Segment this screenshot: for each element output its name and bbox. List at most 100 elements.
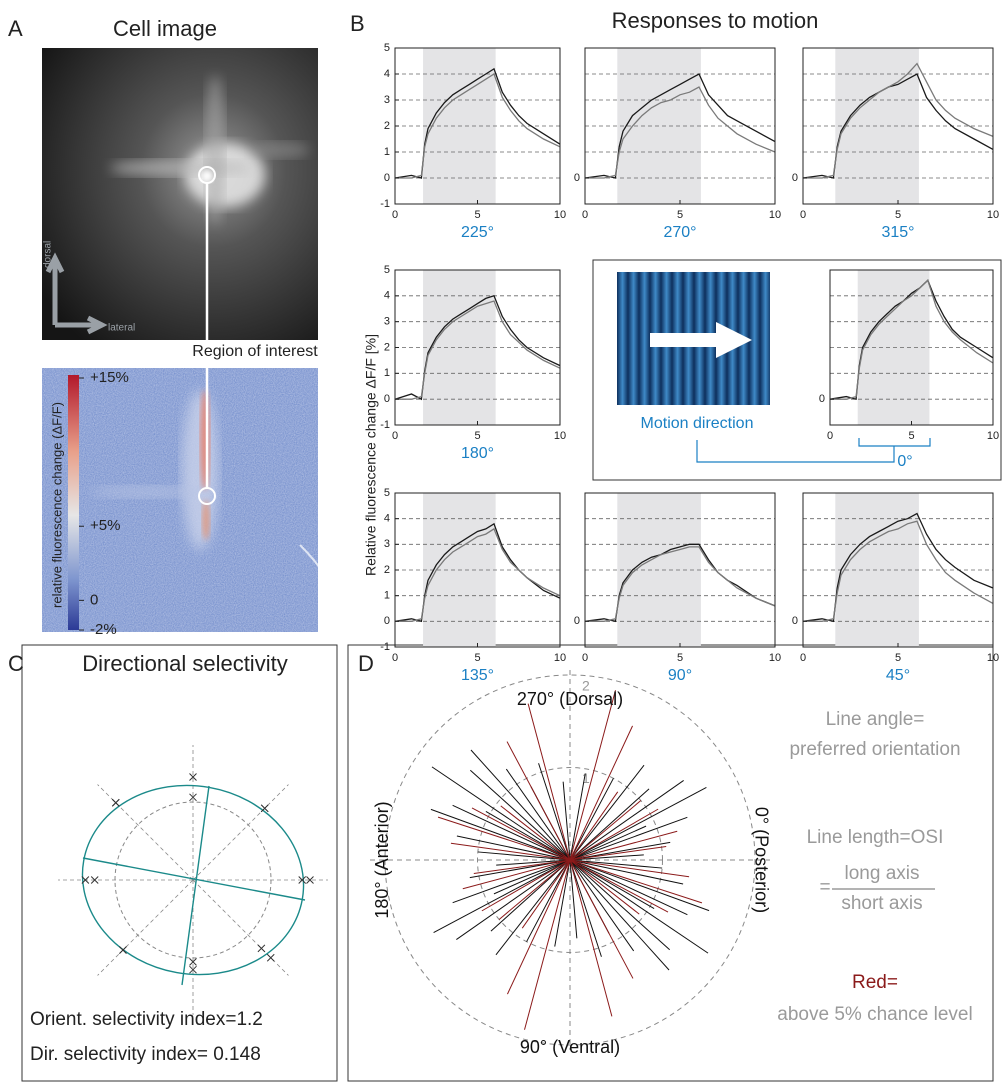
direction-label: 0° (Posterior) bbox=[751, 807, 771, 913]
y-tick-label: 0 bbox=[574, 172, 580, 184]
response-marker bbox=[260, 804, 269, 813]
response-marker bbox=[189, 793, 197, 802]
trace bbox=[585, 546, 776, 622]
x-tick-label: 5 bbox=[677, 209, 683, 221]
panel-label: D bbox=[358, 651, 374, 676]
y-tick-label: 2 bbox=[384, 120, 390, 132]
x-tick-label: 5 bbox=[895, 652, 901, 664]
response-marker bbox=[119, 946, 127, 954]
x-tick-label: 5 bbox=[895, 209, 901, 221]
response-marker bbox=[189, 773, 197, 781]
legend-text: Line angle= bbox=[826, 709, 925, 730]
response-marker bbox=[81, 876, 90, 884]
trace bbox=[802, 512, 994, 623]
y-tick-label: 0 bbox=[384, 393, 390, 405]
x-tick-label: 0 bbox=[800, 209, 806, 221]
x-tick-label: 10 bbox=[554, 209, 566, 221]
colorbar-tick-label: +5% bbox=[90, 517, 120, 534]
legend-text: preferred orientation bbox=[789, 739, 960, 760]
x-tick-label: 10 bbox=[554, 430, 566, 442]
x-tick-label: 5 bbox=[474, 209, 480, 221]
grid-circle bbox=[114, 801, 272, 959]
inset-box bbox=[592, 259, 1002, 481]
line-chart: 0 5 10 0 270° bbox=[574, 47, 781, 241]
line-chart: 0 5 10 0 0° bbox=[819, 269, 999, 470]
line-chart: 0 5 10 0 90° bbox=[574, 492, 781, 684]
y-tick-label: 2 bbox=[384, 564, 390, 576]
direction-label: 90° bbox=[668, 667, 692, 684]
direction-label: 270° (Dorsal) bbox=[517, 689, 623, 709]
y-tick-label: 1 bbox=[384, 367, 390, 379]
y-tick-label: -1 bbox=[380, 419, 390, 431]
x-tick-label: 10 bbox=[987, 652, 999, 664]
fit-axes bbox=[82, 785, 306, 986]
trace bbox=[395, 300, 561, 400]
y-tick-label: 0 bbox=[384, 615, 390, 627]
legend-text: short axis bbox=[841, 893, 922, 914]
direction-label: 225° bbox=[461, 224, 494, 241]
roi-marker bbox=[198, 166, 216, 184]
panel-label: A bbox=[8, 16, 23, 41]
trace bbox=[803, 62, 994, 179]
response-image bbox=[42, 368, 326, 632]
trace bbox=[585, 86, 776, 179]
y-tick-label: 1 bbox=[384, 146, 390, 158]
y-axis-title: Relative fluorescence change ΔF/F [%] bbox=[363, 334, 379, 576]
direction-label: 135° bbox=[461, 667, 494, 684]
r-tick-label: 1 bbox=[582, 770, 590, 786]
bracket bbox=[696, 438, 931, 463]
radial-axis bbox=[97, 784, 194, 881]
direction-label: 270° bbox=[663, 224, 696, 241]
response-marker bbox=[306, 876, 314, 884]
x-tick-label: 10 bbox=[769, 652, 781, 664]
y-tick-label: 0 bbox=[819, 393, 825, 405]
line-chart: 0 5 10 0 45° bbox=[792, 492, 999, 684]
index-text: Dir. selectivity index= 0.148 bbox=[30, 1044, 261, 1065]
legend-text: = bbox=[819, 877, 830, 898]
x-tick-label: 10 bbox=[554, 652, 566, 664]
x-tick-label: 0 bbox=[827, 430, 833, 442]
r-tick-label: 2 bbox=[582, 678, 590, 694]
response-marker bbox=[90, 876, 99, 884]
x-tick-label: 0 bbox=[582, 209, 588, 221]
panel-title: Responses to motion bbox=[612, 8, 819, 33]
response-marker bbox=[298, 876, 307, 884]
trace bbox=[395, 527, 561, 622]
orientation-line bbox=[521, 791, 619, 929]
x-tick-label: 0 bbox=[800, 652, 806, 664]
index-text: Orient. selectivity index=1.2 bbox=[30, 1009, 263, 1030]
colorbar-tick-label: 0 bbox=[90, 591, 98, 608]
x-tick-label: 0 bbox=[392, 652, 398, 664]
x-tick-label: 0 bbox=[392, 209, 398, 221]
radial-axis bbox=[192, 784, 289, 881]
response-marker bbox=[189, 965, 197, 974]
radial-axis bbox=[97, 879, 194, 976]
axis-label: lateral bbox=[108, 323, 135, 334]
y-tick-label: 0 bbox=[792, 172, 798, 184]
x-tick-label: 0 bbox=[392, 430, 398, 442]
direction-label: 45° bbox=[886, 667, 910, 684]
legend-text: long axis bbox=[845, 863, 920, 884]
direction-label: 180° bbox=[461, 445, 494, 462]
motion-arrow bbox=[650, 322, 752, 358]
y-tick-label: 2 bbox=[384, 341, 390, 353]
direction-label: 90° (Ventral) bbox=[520, 1037, 620, 1057]
trace bbox=[830, 279, 994, 400]
panel-title: Cell image bbox=[113, 16, 217, 41]
roi-label: Region of interest bbox=[192, 343, 318, 360]
y-tick-label: -1 bbox=[380, 641, 390, 653]
trace bbox=[395, 73, 561, 179]
x-tick-label: 5 bbox=[908, 430, 914, 442]
direction-label: 315° bbox=[881, 224, 914, 241]
y-tick-label: 0 bbox=[384, 172, 390, 184]
direction-label: 180° (Anterior) bbox=[372, 801, 392, 918]
panel-box bbox=[21, 644, 338, 1082]
x-tick-label: 10 bbox=[769, 209, 781, 221]
grid-circle bbox=[477, 767, 663, 953]
legend-text: above 5% chance level bbox=[777, 1004, 972, 1025]
